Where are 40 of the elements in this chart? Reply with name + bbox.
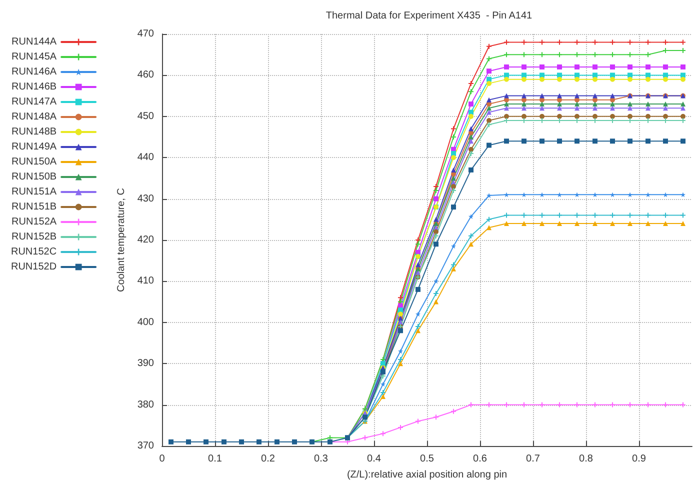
x-tick-label: 0.5 [420, 454, 434, 464]
y-tick-label: 390 [137, 358, 154, 370]
y-tick-label: 400 [137, 316, 154, 328]
legend-label: RUN149A [12, 142, 57, 152]
legend-label: RUN145A [12, 52, 57, 62]
y-tick-label: 370 [137, 440, 154, 452]
legend-label: RUN144A [12, 36, 57, 48]
legend-label: RUN152D [10, 262, 57, 272]
y-tick-label: 420 [137, 234, 154, 246]
y-tick-label: 430 [137, 193, 154, 204]
legend-label: RUN150A [12, 156, 57, 168]
x-tick-label: 0.6 [473, 454, 488, 464]
legend-label: RUN152A [12, 216, 57, 228]
y-tick-label: 440 [137, 152, 154, 164]
y-tick-label: 410 [137, 276, 154, 287]
x-axis-title: (Z/L):relative axial position along pin [346, 470, 508, 480]
legend-label: RUN148B [12, 126, 57, 138]
x-tick-label: 0.1 [208, 454, 222, 464]
legend-label: RUN147A [12, 96, 57, 108]
legend-label: RUN148A [12, 112, 57, 122]
y-tick-label: 470 [137, 28, 154, 40]
y-axis-title: Coolant temperature, C [116, 188, 127, 292]
legend-label: RUN150B [12, 172, 57, 182]
y-tick-label: 380 [137, 399, 154, 410]
legend-label: RUN146B [12, 82, 57, 92]
legend-label: RUN152C [10, 246, 57, 258]
legend-label: RUN151B [12, 202, 57, 212]
x-tick-label: 0.7 [526, 454, 540, 464]
y-tick-label: 450 [137, 110, 154, 122]
x-tick-label: 0.2 [261, 454, 276, 464]
x-tick-label: 0.9 [632, 454, 646, 464]
x-tick-label: 0 [159, 454, 166, 464]
legend-label: RUN152B [12, 232, 57, 242]
x-tick-label: 0.8 [579, 454, 594, 464]
y-tick-label: 460 [137, 70, 154, 81]
chart-title: Thermal Data for Experiment X435 - Pin A141 [326, 10, 533, 22]
x-tick-label: 0.3 [314, 454, 328, 464]
legend-label: RUN146A [12, 66, 57, 78]
legend-label: RUN151A [12, 186, 57, 198]
x-tick-label: 0.4 [367, 454, 382, 464]
